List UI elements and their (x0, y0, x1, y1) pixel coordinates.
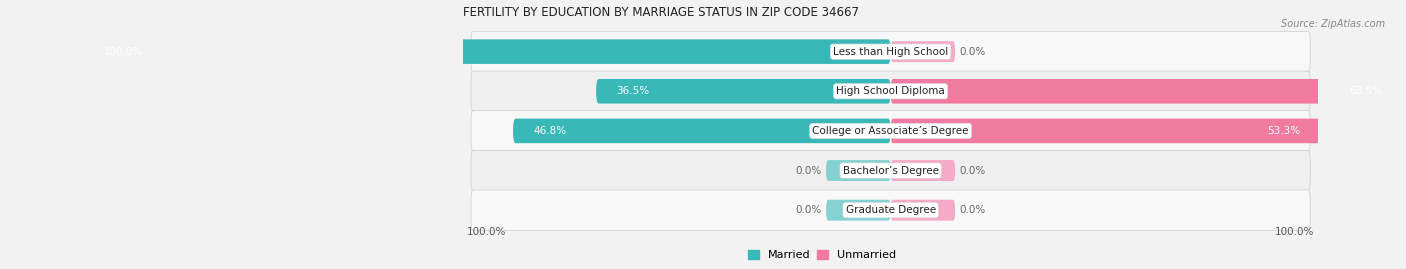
Text: 0.0%: 0.0% (959, 205, 986, 215)
Text: 0.0%: 0.0% (796, 165, 823, 176)
Text: Less than High School: Less than High School (832, 47, 948, 57)
Text: FERTILITY BY EDUCATION BY MARRIAGE STATUS IN ZIP CODE 34667: FERTILITY BY EDUCATION BY MARRIAGE STATU… (463, 6, 859, 19)
FancyBboxPatch shape (471, 31, 1310, 72)
Text: Source: ZipAtlas.com: Source: ZipAtlas.com (1281, 19, 1385, 29)
FancyBboxPatch shape (471, 111, 1310, 151)
FancyBboxPatch shape (890, 119, 1320, 143)
FancyBboxPatch shape (513, 119, 890, 143)
FancyBboxPatch shape (471, 71, 1310, 111)
Text: Graduate Degree: Graduate Degree (845, 205, 935, 215)
Text: 46.8%: 46.8% (533, 126, 567, 136)
Text: Bachelor’s Degree: Bachelor’s Degree (842, 165, 939, 176)
FancyBboxPatch shape (890, 79, 1403, 104)
FancyBboxPatch shape (827, 160, 890, 181)
Text: High School Diploma: High School Diploma (837, 86, 945, 96)
Legend: Married, Unmarried: Married, Unmarried (744, 245, 901, 264)
Text: 100.0%: 100.0% (104, 47, 143, 57)
FancyBboxPatch shape (827, 200, 890, 221)
Text: 53.3%: 53.3% (1267, 126, 1301, 136)
FancyBboxPatch shape (84, 39, 890, 64)
Text: 0.0%: 0.0% (959, 47, 986, 57)
FancyBboxPatch shape (596, 79, 890, 104)
FancyBboxPatch shape (471, 190, 1310, 231)
Text: 63.5%: 63.5% (1350, 86, 1382, 96)
Text: 0.0%: 0.0% (959, 165, 986, 176)
FancyBboxPatch shape (471, 150, 1310, 191)
Text: 36.5%: 36.5% (616, 86, 650, 96)
Text: 100.0%: 100.0% (1275, 227, 1315, 237)
Text: 100.0%: 100.0% (467, 227, 506, 237)
FancyBboxPatch shape (890, 200, 955, 221)
Text: 0.0%: 0.0% (796, 205, 823, 215)
FancyBboxPatch shape (890, 160, 955, 181)
FancyBboxPatch shape (890, 41, 955, 62)
Text: College or Associate’s Degree: College or Associate’s Degree (813, 126, 969, 136)
